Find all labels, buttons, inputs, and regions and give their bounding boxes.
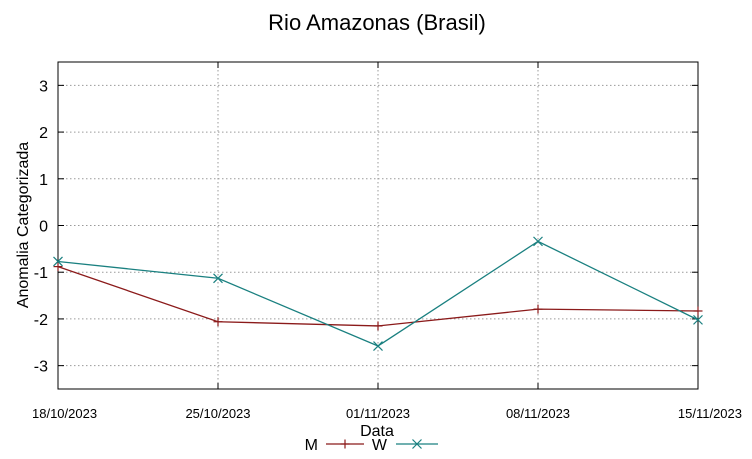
- data-point-w: [213, 273, 223, 284]
- legend-label-w: W: [372, 437, 388, 454]
- y-tick-label: 3: [39, 78, 48, 95]
- data-point-w: [373, 341, 383, 351]
- data-point-m: [53, 262, 63, 272]
- x-tick-label: 15/11/2023: [678, 406, 742, 421]
- y-axis-label: Anomalia Categorizada: [15, 142, 32, 308]
- x-tick-label: 01/11/2023: [346, 406, 410, 421]
- y-tick-label: 0: [39, 219, 48, 236]
- data-point-m: [213, 317, 223, 327]
- data-point-m: [373, 321, 383, 331]
- chart-title: Rio Amazonas (Brasil): [268, 10, 486, 35]
- y-tick-label: 1: [39, 172, 48, 189]
- y-tick-label: -3: [34, 359, 48, 376]
- legend-label-m: M: [305, 437, 318, 454]
- legend-marker-m: [340, 439, 350, 449]
- data-point-m: [533, 304, 543, 314]
- x-tick-label: 08/11/2023: [506, 406, 570, 421]
- x-axis-label: Data: [360, 423, 394, 440]
- data-point-m: [693, 306, 703, 316]
- y-tick-label: -1: [34, 265, 48, 282]
- legend-marker-w: [412, 439, 422, 449]
- data-point-w: [53, 256, 63, 267]
- y-tick-label: 2: [39, 125, 48, 142]
- grid-lines: [57, 62, 699, 389]
- y-axis-ticks: 3 2 1 0 -1 -2 -3: [34, 78, 698, 376]
- x-axis-ticks: 18/10/2023 25/10/2023 01/11/2023 08/11/2023…: [32, 62, 742, 421]
- y-tick-label: -2: [34, 312, 48, 329]
- series-layer: [53, 236, 703, 351]
- data-point-w: [533, 236, 543, 247]
- data-point-w: [693, 314, 703, 325]
- x-tick-label: 25/10/2023: [185, 406, 250, 421]
- series-line-m: [57, 265, 699, 327]
- x-tick-label: 18/10/2023: [32, 406, 97, 421]
